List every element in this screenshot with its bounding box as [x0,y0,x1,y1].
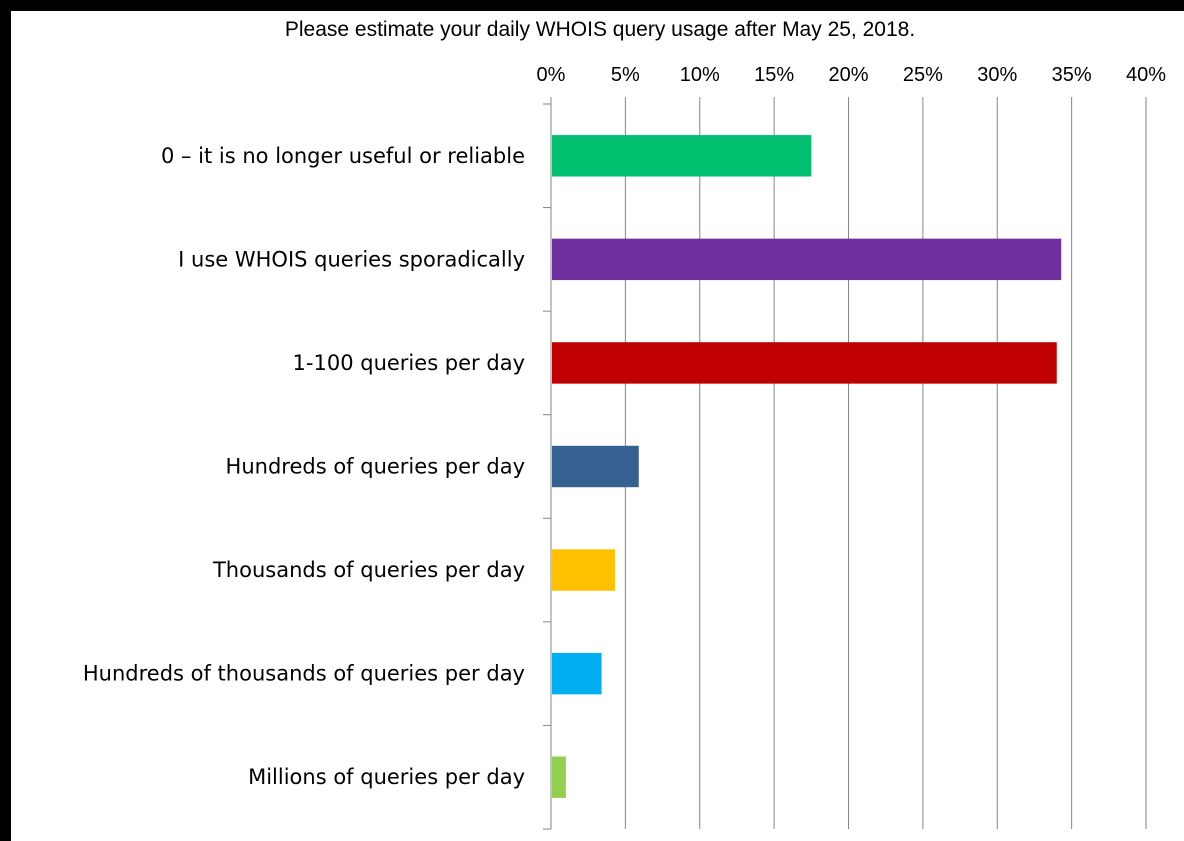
x-tick-label: 30% [977,64,1017,86]
bar [552,652,602,695]
category-label: Hundreds of queries per day [226,455,525,479]
bar [552,342,1057,384]
category-label: Millions of queries per day [248,765,525,789]
category-label: 0 – it is no longer useful or reliable [161,144,525,168]
x-tick-label: 40% [1126,64,1166,86]
x-tick-label: 0% [537,64,566,86]
category-label: I use WHOIS queries sporadically [178,247,525,271]
x-tick-label: 35% [1052,64,1092,86]
x-axis-ticks: 0% 5% 10% 15% 20% 25% 30% 35% 40% [537,64,1166,104]
category-label: Thousands of queries per day [212,558,525,582]
x-tick-label: 10% [680,64,720,86]
category-label: Hundreds of thousands of queries per day [83,662,525,686]
bar [552,238,1062,281]
x-tick-label: 5% [611,64,640,86]
x-tick-label: 15% [754,64,794,86]
chart-title: Please estimate your daily WHOIS query u… [284,18,916,41]
bar [552,756,566,798]
category-label: 1-100 queries per day [293,351,525,375]
gridlines [543,103,1147,830]
category-labels: 0 – it is no longer useful or reliable I … [83,144,525,789]
bars [552,135,1062,798]
bar [552,135,812,177]
bar [552,549,615,591]
x-tick-label: 25% [903,64,943,86]
x-tick-label: 20% [828,64,868,86]
bar [552,445,639,488]
